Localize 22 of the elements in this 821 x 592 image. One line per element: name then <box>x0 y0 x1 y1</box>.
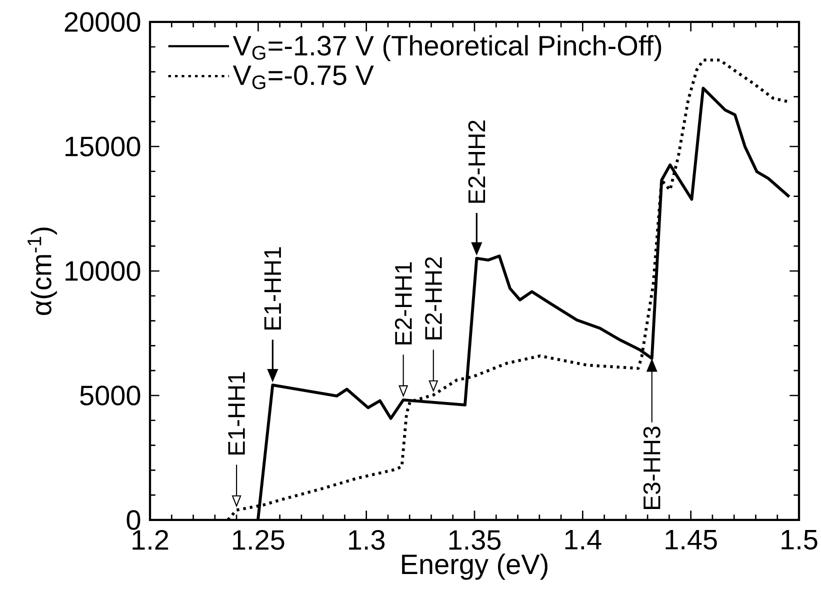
y-axis-title: α(cm$^{-1}$) <box>28 228 57 315</box>
y-tick-label: 15000 <box>66 136 140 156</box>
x-tick-label: 1.4 <box>565 530 602 550</box>
x-axis-title: Energy (eV) <box>402 554 548 580</box>
annotation: E3-HH3 <box>643 426 660 509</box>
x-tick-label: 1.3 <box>349 530 385 550</box>
y-tick-label: 5000 <box>80 386 140 406</box>
x-tick-label: 1.25 <box>233 530 284 550</box>
legend-label: V$_{G}$=-0.75 V <box>232 65 374 90</box>
x-tick-label: 1.45 <box>666 530 717 550</box>
legend-label: V$_{G}$=-1.37 V (Theoretical Pinch-Off) <box>232 35 662 62</box>
y-tick-label: 20000 <box>64 12 140 32</box>
annotation: E2-HH1 <box>394 262 412 344</box>
annotation: E1-HH1 <box>228 372 245 454</box>
annotation: E2-HH2 <box>468 120 486 203</box>
y-tick-label: 0 <box>126 510 140 530</box>
x-tick-label: 1.5 <box>782 530 818 550</box>
x-tick-label: 1.2 <box>132 530 168 550</box>
x-tick-label: 1.35 <box>449 530 501 550</box>
annotation: E2-HH2 <box>425 257 442 340</box>
annotation: E1-HH1 <box>264 247 281 330</box>
y-tick-label: 10000 <box>66 261 140 281</box>
